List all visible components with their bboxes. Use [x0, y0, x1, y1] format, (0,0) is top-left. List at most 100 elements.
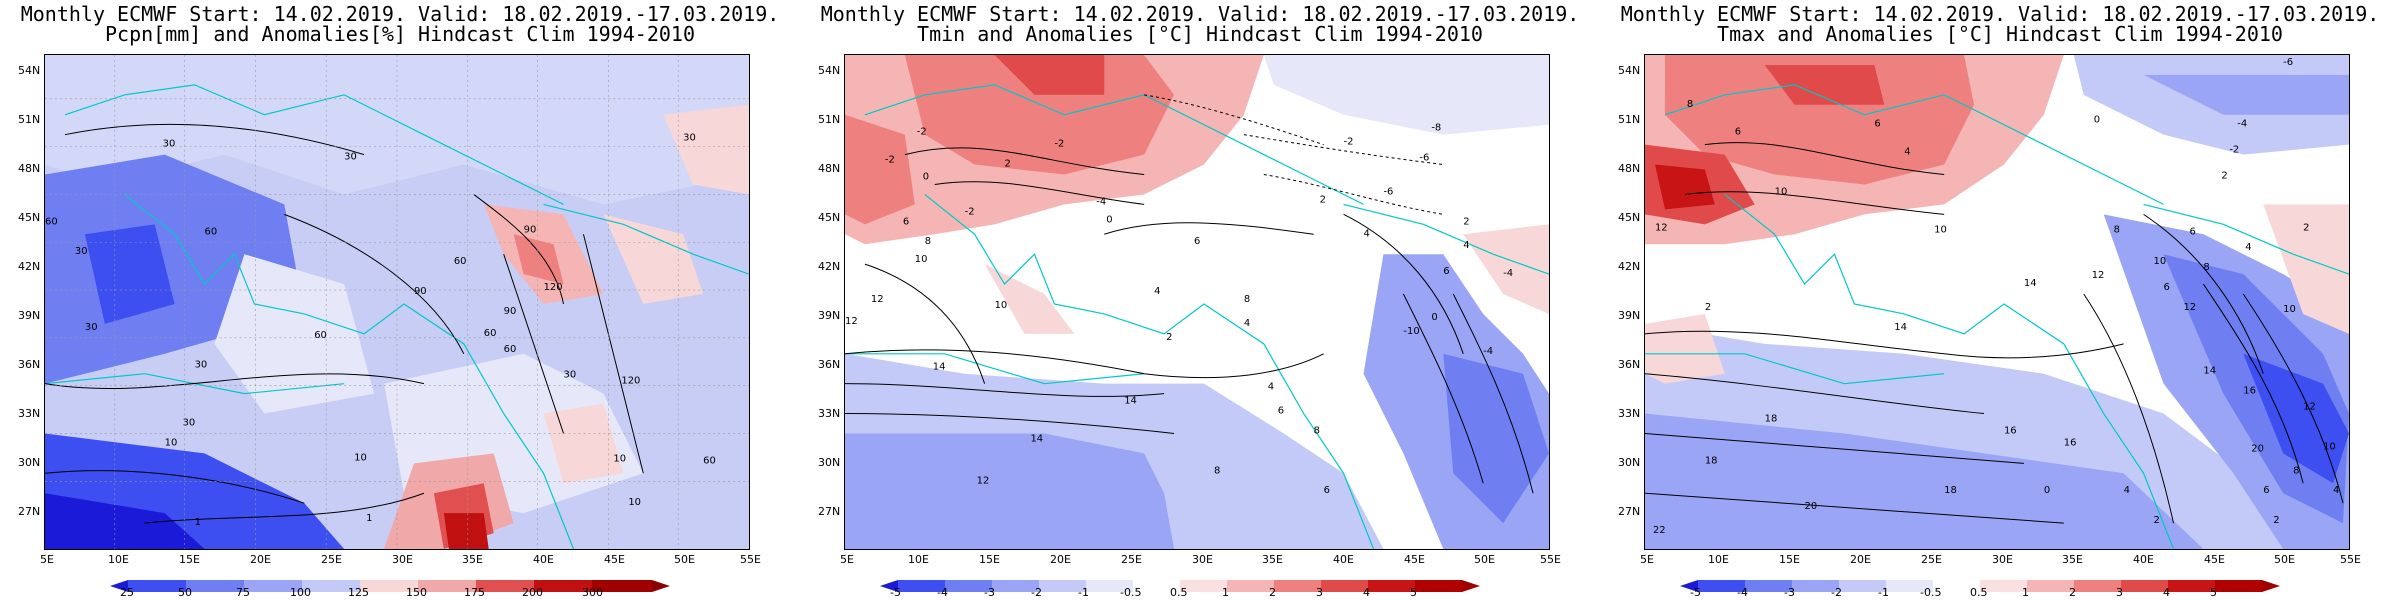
lon-tick: 30E [1192, 553, 1213, 566]
contour-label: 2 [1320, 194, 1326, 205]
contour-label: -2 [965, 206, 975, 217]
contour-label: 0 [2094, 115, 2100, 126]
contour-label: -2 [885, 155, 895, 166]
contour-label: -4 [1503, 268, 1513, 279]
contour-label: 2 [2221, 171, 2227, 182]
contour-label: 18 [1705, 455, 1718, 466]
contour-label: 2 [1705, 302, 1711, 313]
colorbar-tick: 175 [464, 586, 485, 599]
contour-label: -2 [2229, 145, 2239, 156]
colorbar-tick: -4 [1737, 586, 1748, 599]
contour-label: -10 [1403, 326, 1419, 337]
lat-tick: 48N [18, 162, 41, 175]
contour-label: 30 [183, 418, 196, 429]
contour-label: 60 [205, 226, 218, 237]
contour-label: 12 [1655, 222, 1668, 233]
contour-label: 6 [2263, 485, 2269, 496]
colorbar-tmax [1680, 577, 2280, 592]
contour-label: 30 [85, 322, 98, 333]
contour-label: -8 [1431, 123, 1441, 134]
contour-label: 4 [1463, 240, 1469, 251]
panel-title-line1: Monthly ECMWF Start: 14.02.2019. Valid: … [1620, 2, 2380, 26]
contour-label: 4 [1244, 318, 1250, 329]
contour-label: 16 [2243, 386, 2256, 397]
contour-label: 30 [683, 133, 696, 144]
colorbar-tick: -5 [1690, 586, 1701, 599]
contour-label: 10 [915, 254, 928, 265]
lat-tick: 36N [1618, 358, 1641, 371]
contour-label: 4 [1904, 147, 1910, 158]
contour-label: 6 [1874, 119, 1880, 130]
contour-label: 30 [75, 246, 88, 257]
colorbar-tick: 150 [406, 586, 427, 599]
contour-label: 14 [2024, 278, 2037, 289]
colorbar-tick: -2 [1831, 586, 1842, 599]
lon-tick: 25E [1121, 553, 1142, 566]
colorbar-tick: -4 [937, 586, 948, 599]
contour-label: 10 [2283, 304, 2296, 315]
contour-label: -6 [1419, 153, 1429, 164]
lat-tick: 27N [818, 505, 841, 518]
contour-label: 4 [1364, 228, 1370, 239]
lon-tick: 40E [533, 553, 554, 566]
lat-tick: 45N [1618, 211, 1641, 224]
colorbar-tick: -1 [1878, 586, 1889, 599]
lat-tick: 33N [818, 407, 841, 420]
contour-label: 10 [354, 452, 367, 463]
colorbar-tick: 50 [178, 586, 192, 599]
colorbar-tick: 2 [2069, 586, 2076, 599]
contour-label: 2 [1463, 216, 1469, 227]
lat-tick: 48N [818, 162, 841, 175]
contour-label: 6 [1324, 485, 1330, 496]
map-precipitation: 30 30 60 30 30 60 30 90 90 60 120 60 90 … [44, 54, 750, 550]
lon-tick: 5E [40, 553, 54, 566]
lat-tick: 42N [1618, 260, 1641, 273]
lon-tick: 40E [1333, 553, 1354, 566]
contour-label: 6 [2189, 226, 2195, 237]
lat-tick: 45N [818, 211, 841, 224]
lat-tick: 42N [18, 260, 41, 273]
panel-title-line1: Monthly ECMWF Start: 14.02.2019. Valid: … [820, 2, 1580, 26]
contour-label: 8 [1244, 294, 1250, 305]
colorbar-tick: 2 [1269, 586, 1276, 599]
colorbar-tick: 1 [1222, 586, 1229, 599]
contour-label: 60 [314, 330, 327, 341]
contour-label: 20 [2251, 443, 2264, 454]
contour-label: 2 [1005, 159, 1011, 170]
contour-label: 10 [1934, 224, 1947, 235]
lon-tick: 35E [462, 553, 483, 566]
contour-label: -4 [1096, 196, 1106, 207]
lon-tick: 20E [1850, 553, 1871, 566]
lon-tick: 10E [108, 553, 129, 566]
map-tmax: -6 8 6 6 4 -4 -2 2 0 10 12 10 8 6 4 2 2 … [1644, 54, 2350, 550]
lon-tick: 50E [1474, 553, 1495, 566]
lat-tick: 54N [18, 64, 41, 77]
panel-title-line2: Tmin and Anomalies [°C] Hindcast Clim 19… [917, 22, 1483, 46]
lat-tick: 30N [818, 456, 841, 469]
contour-label: 10 [165, 437, 178, 448]
contour-label: -6 [1383, 186, 1393, 197]
lat-tick: 45N [18, 211, 41, 224]
contour-label: 4 [2245, 242, 2251, 253]
contour-label: 6 [1443, 266, 1449, 277]
lat-tick: 39N [18, 309, 41, 322]
lon-tick: 55E [1540, 553, 1561, 566]
colorbar-tick: -1 [1078, 586, 1089, 599]
contour-label: 14 [1124, 396, 1137, 407]
contour-label: 120 [544, 282, 563, 293]
contour-label: 6 [1278, 406, 1284, 417]
contour-label: 120 [621, 376, 640, 387]
contour-label: 8 [2203, 262, 2209, 273]
lat-tick: 42N [818, 260, 841, 273]
contour-label: 30 [344, 152, 357, 163]
contour-label: 30 [163, 139, 176, 150]
lon-tick: 10E [1708, 553, 1729, 566]
contour-label: 60 [45, 216, 58, 227]
contour-label: 14 [933, 362, 946, 373]
colorbar-tick: 100 [290, 586, 311, 599]
contour-label: 2 [1166, 332, 1172, 343]
lon-tick: 35E [1262, 553, 1283, 566]
lat-tick: 30N [1618, 456, 1641, 469]
contour-label: 0 [1431, 312, 1437, 323]
contour-label: 90 [504, 306, 517, 317]
